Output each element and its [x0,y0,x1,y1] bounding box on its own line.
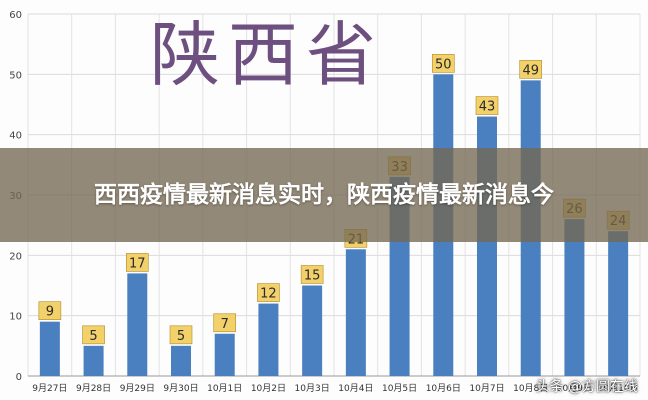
bar [127,273,148,376]
bar [214,333,235,376]
data-label: 43 [479,100,496,115]
bar [608,231,629,376]
data-label-box [257,283,280,302]
bar [258,303,279,376]
x-tick-label: 10月5日 [382,383,417,394]
y-tick-label: 60 [9,10,22,21]
data-label-box [82,325,105,345]
data-label-box [38,301,62,321]
data-label-box [519,60,543,79]
x-tick-label: 10月3日 [295,383,330,394]
x-tick-label: 10月1日 [207,383,242,394]
data-label: 17 [129,256,146,271]
data-label: 49 [522,63,539,78]
bar [83,345,104,376]
bar [39,321,60,376]
data-label-box [475,96,499,115]
y-tick-label: 20 [9,251,22,262]
y-tick-label: 10 [9,312,22,323]
x-tick-label: 10月2日 [251,383,286,394]
x-tick-label: 9月27日 [32,383,67,394]
bar [345,249,366,376]
y-tick-label: 40 [9,131,22,142]
data-label-box [213,313,237,333]
data-label: 50 [435,57,452,72]
data-label: 12 [260,287,277,302]
data-label-box [169,325,193,345]
data-label-box [125,253,149,272]
x-tick-label: 10月4日 [338,383,373,394]
data-label-box [431,54,455,73]
y-tick-label: 0 [16,372,22,383]
x-tick-label: 10月6日 [426,383,461,394]
x-tick-label: 9月28日 [76,383,111,394]
bar [302,285,323,376]
x-tick-label: 9月29日 [120,383,155,394]
data-label: 15 [304,269,321,284]
data-label-box [300,265,324,284]
watermark: 头条 @方圆在线 [535,379,638,395]
bar [564,219,585,376]
x-tick-label: 9月30日 [163,383,198,394]
bar [171,345,191,376]
x-tick-label: 10月10日 [598,383,639,394]
x-tick-label: 10月7日 [469,383,504,394]
chart-title: 陕西省 [150,14,384,96]
headline-text: 西西疫情最新消息实时，陕西疫情最新消息今 [94,182,554,208]
data-label: 5 [89,329,97,344]
data-label: 5 [177,329,185,344]
data-label: 7 [221,317,229,332]
x-tick-label: 10月8日 [513,383,548,394]
x-tick-label: 10月9日 [557,383,592,394]
y-tick-label: 50 [9,70,22,81]
data-label: 9 [46,305,54,320]
headline-band [0,148,648,242]
